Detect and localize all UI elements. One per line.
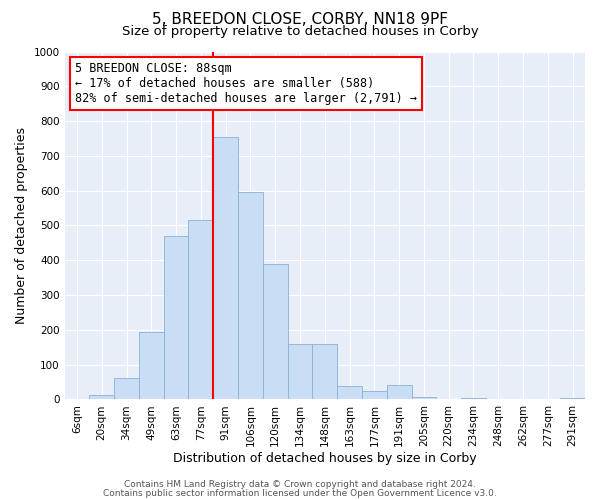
Bar: [238, 192, 263, 400]
Bar: [560, 398, 585, 400]
Text: Contains HM Land Registry data © Crown copyright and database right 2024.: Contains HM Land Registry data © Crown c…: [124, 480, 476, 489]
X-axis label: Distribution of detached houses by size in Corby: Distribution of detached houses by size …: [173, 452, 476, 465]
Bar: [387, 385, 412, 400]
Bar: [412, 396, 436, 400]
Text: Contains public sector information licensed under the Open Government Licence v3: Contains public sector information licen…: [103, 488, 497, 498]
Bar: [188, 220, 213, 400]
Bar: [337, 386, 362, 400]
Y-axis label: Number of detached properties: Number of detached properties: [15, 127, 28, 324]
Bar: [213, 136, 238, 400]
Bar: [313, 344, 337, 400]
Bar: [89, 395, 114, 400]
Text: 5, BREEDON CLOSE, CORBY, NN18 9PF: 5, BREEDON CLOSE, CORBY, NN18 9PF: [152, 12, 448, 28]
Bar: [362, 391, 387, 400]
Bar: [164, 236, 188, 400]
Bar: [114, 378, 139, 400]
Bar: [461, 398, 486, 400]
Text: 5 BREEDON CLOSE: 88sqm
← 17% of detached houses are smaller (588)
82% of semi-de: 5 BREEDON CLOSE: 88sqm ← 17% of detached…: [75, 62, 417, 105]
Bar: [139, 332, 164, 400]
Bar: [263, 264, 287, 400]
Text: Size of property relative to detached houses in Corby: Size of property relative to detached ho…: [122, 25, 478, 38]
Bar: [287, 344, 313, 400]
